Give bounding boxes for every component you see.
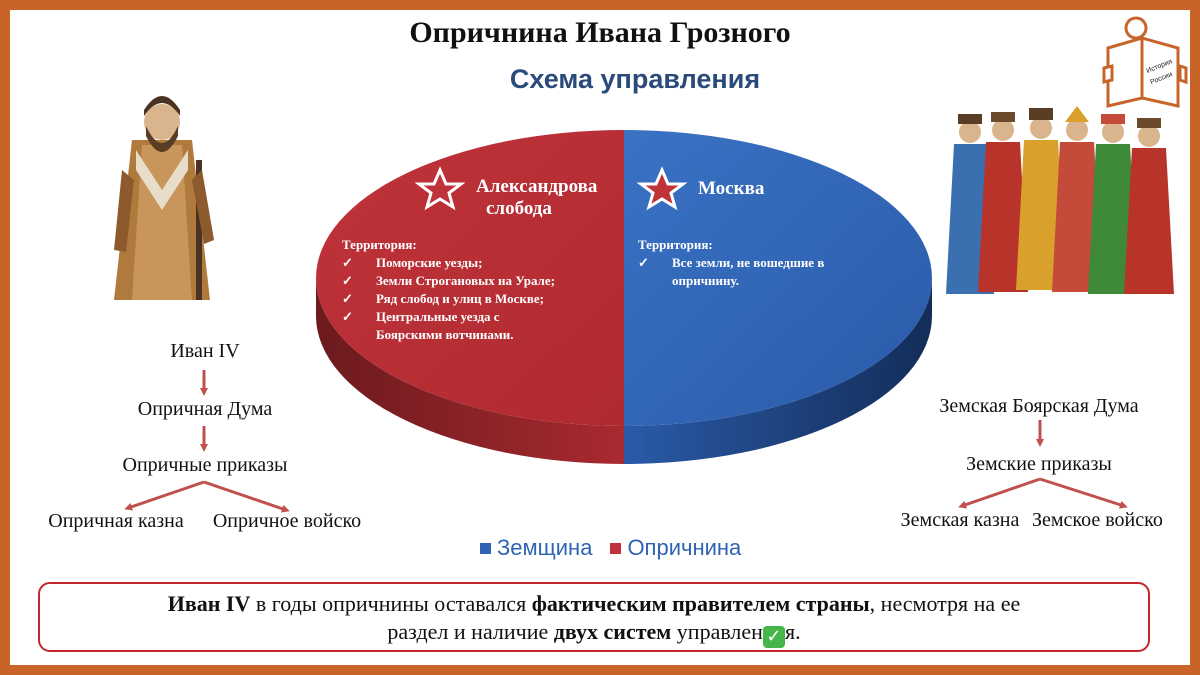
page-title: Опричнина Ивана Грозного: [409, 16, 791, 49]
pie-side-zemshchina: [624, 278, 932, 464]
left-scheme-level2: Опричная Дума: [137, 398, 273, 420]
right-scheme-top: Земская Боярская Дума: [939, 395, 1139, 417]
left-scheme-bottom-right: Опричное войско: [212, 510, 362, 532]
list-item: Боярскими вотчинами.: [376, 327, 514, 342]
right-scheme-bottom-right: Земское войско: [1032, 509, 1163, 531]
check-icon: ✓: [342, 255, 353, 270]
oprichnina-territory: Территория: ✓ Поморские уезды; ✓ Земли Стр…: [342, 236, 620, 344]
checkmark-icon: ✓: [762, 626, 785, 648]
list-item: ✓ Ряд слобод и улиц в Москве;: [342, 291, 544, 306]
list-item: ✓ Земли Строгановых на Урале;: [342, 273, 555, 288]
pie-chart: [316, 130, 932, 464]
left-scheme-top: Иван IV: [170, 340, 240, 362]
tsar-portrait-image: [114, 96, 214, 300]
pie-slice-oprichnina: [316, 130, 624, 426]
star-icon: [636, 166, 688, 211]
left-scheme-level3: Опричные приказы: [122, 454, 288, 476]
book-logo-icon: История России: [1100, 16, 1188, 112]
page-subtitle: Схема управления: [509, 64, 761, 94]
legend-label-zemshchina: Земщина: [497, 535, 593, 561]
check-icon: ✓: [342, 309, 353, 324]
check-icon: ✓: [342, 273, 353, 288]
boyars-illustration-image: [946, 106, 1174, 294]
conclusion-box: Иван IV в годы опричнины оставался факти…: [38, 582, 1150, 652]
right-scheme-bottom-left: Земская казна: [900, 509, 1020, 531]
right-scheme-level2: Земские приказы: [966, 453, 1112, 475]
list-item: ✓ Поморские уезды;: [342, 255, 483, 270]
zemshchina-capital: Москва: [698, 178, 765, 199]
check-icon: ✓: [342, 291, 353, 306]
list-item: опричнину.: [672, 273, 739, 288]
check-icon: ✓: [638, 255, 649, 270]
star-icon: [414, 166, 466, 211]
chart-legend: Земщина Опричнина: [480, 534, 741, 561]
pie-side-oprichnina: [316, 278, 624, 464]
list-item: ✓ Центральные уезда с: [342, 309, 500, 324]
zemshchina-territory: Территория: ✓ Все земли, не вошедшие в оп…: [638, 236, 898, 290]
list-item: ✓ Все земли, не вошедшие в: [638, 255, 825, 270]
legend-swatch-zemshchina: [480, 542, 491, 554]
conclusion-text: Иван IV в годы опричнины оставался факти…: [167, 591, 1021, 648]
legend-label-oprichnina: Опричнина: [627, 535, 742, 561]
pie-slice-zemshchina: [624, 130, 932, 426]
left-scheme-bottom-left: Опричная казна: [48, 510, 184, 532]
legend-swatch-oprichnina: [610, 542, 622, 554]
oprichnina-capital: Александрова слобода: [476, 176, 598, 219]
